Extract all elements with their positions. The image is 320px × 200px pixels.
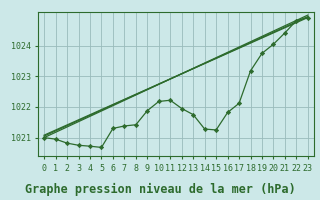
Text: Graphe pression niveau de la mer (hPa): Graphe pression niveau de la mer (hPa) — [25, 183, 295, 196]
